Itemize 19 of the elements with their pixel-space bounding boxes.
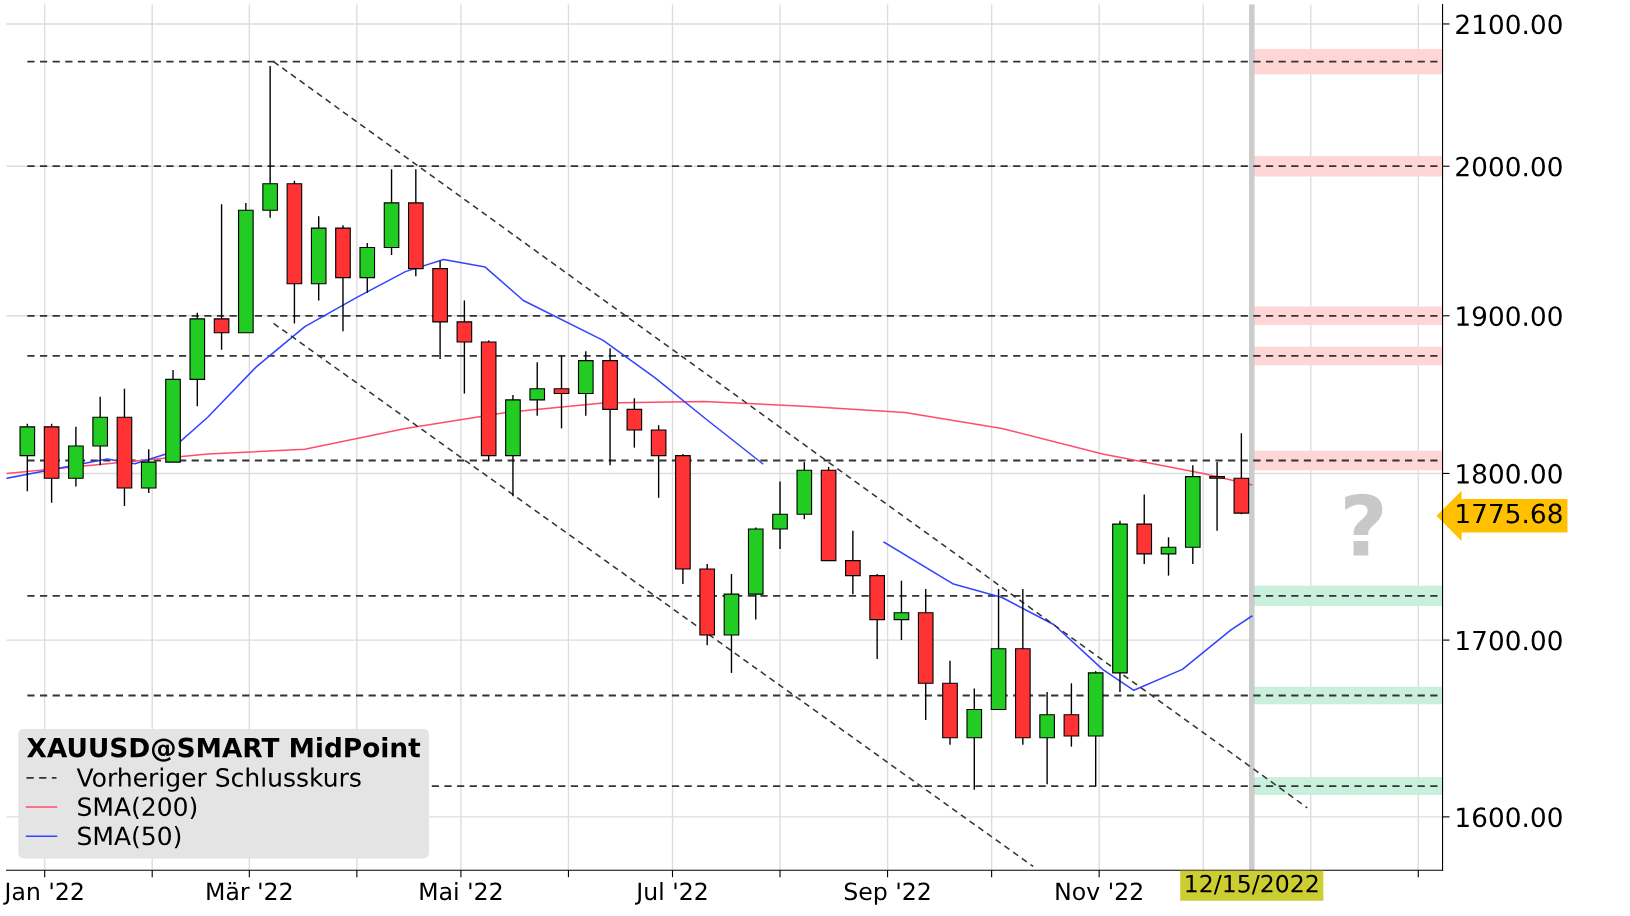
ref-line-label: 12/15/2022 [1186, 874, 1318, 895]
y-tick-label: 1700.00 [1457, 630, 1562, 651]
legend-label: Vorheriger Schlusskurs [76, 767, 361, 792]
y-tick-label: 1900.00 [1457, 306, 1562, 327]
legend-label: SMA(50) [78, 826, 181, 849]
x-tick-label: Jan '22 [3, 882, 83, 905]
x-tick-label: Mär '22 [207, 882, 292, 901]
x-tick-label: Nov '22 [1056, 882, 1142, 901]
y-tick-label: 1800.00 [1457, 463, 1562, 484]
y-tick-label: 1775.68 [1457, 503, 1562, 524]
annotation: ? [1345, 493, 1383, 556]
x-tick-label: Sep '22 [844, 882, 930, 905]
legend-label: SMA(200) [78, 796, 197, 820]
x-tick-label: Jul '22 [635, 882, 707, 905]
y-tick-label: 2100.00 [1456, 14, 1562, 35]
y-tick-label: 2000.00 [1456, 156, 1562, 177]
y-tick-label: 1600.00 [1457, 807, 1562, 828]
x-tick-label: Mai '22 [420, 882, 502, 901]
legend-title: XAUUSD@SMART MidPoint [27, 737, 421, 762]
